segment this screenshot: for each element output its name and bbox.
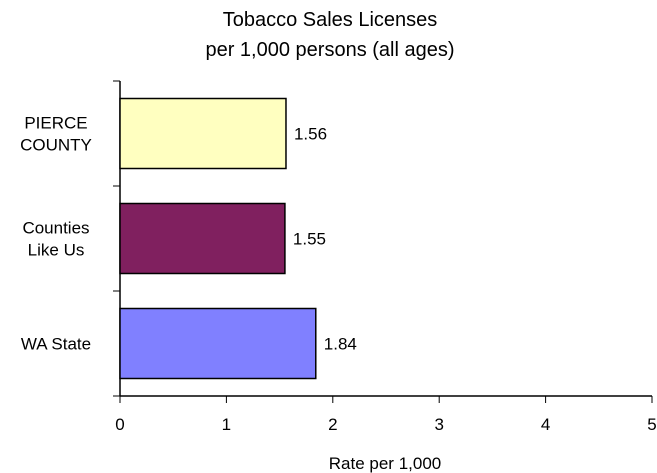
bar-value-label: 1.84 [324, 335, 357, 354]
x-tick-label: 0 [115, 415, 124, 434]
category-label: WA State [21, 335, 91, 354]
plot-area: 0 1 2 3 4 5 1.56 PIERCE COUNTY 1.55 Counties Like U… [20, 80, 657, 434]
bar-value-label: 1.55 [293, 230, 326, 249]
bar-value-label: 1.56 [294, 125, 327, 144]
category-label-line: COUNTY [20, 136, 92, 155]
x-tick-label: 4 [541, 415, 550, 434]
x-axis-title: Rate per 1,000 [329, 454, 441, 473]
x-tick-label: 5 [647, 415, 656, 434]
category-label-line: WA State [21, 335, 91, 354]
category-label-line: Counties [22, 219, 89, 238]
x-tick-label: 3 [434, 415, 443, 434]
bar [119, 97, 287, 170]
x-tick-label: 2 [328, 415, 337, 434]
x-tick-label: 1 [222, 415, 231, 434]
category-label-line: PIERCE [24, 114, 87, 133]
chart-title-line-1: Tobacco Sales Licenses [223, 9, 438, 31]
bar [119, 202, 286, 275]
bar [119, 307, 317, 380]
chart-title-line-2: per 1,000 persons (all ages) [205, 39, 454, 61]
category-label-line: Like Us [28, 241, 85, 260]
category-label: PIERCE COUNTY [20, 114, 92, 155]
category-label: Counties Like Us [22, 219, 89, 260]
